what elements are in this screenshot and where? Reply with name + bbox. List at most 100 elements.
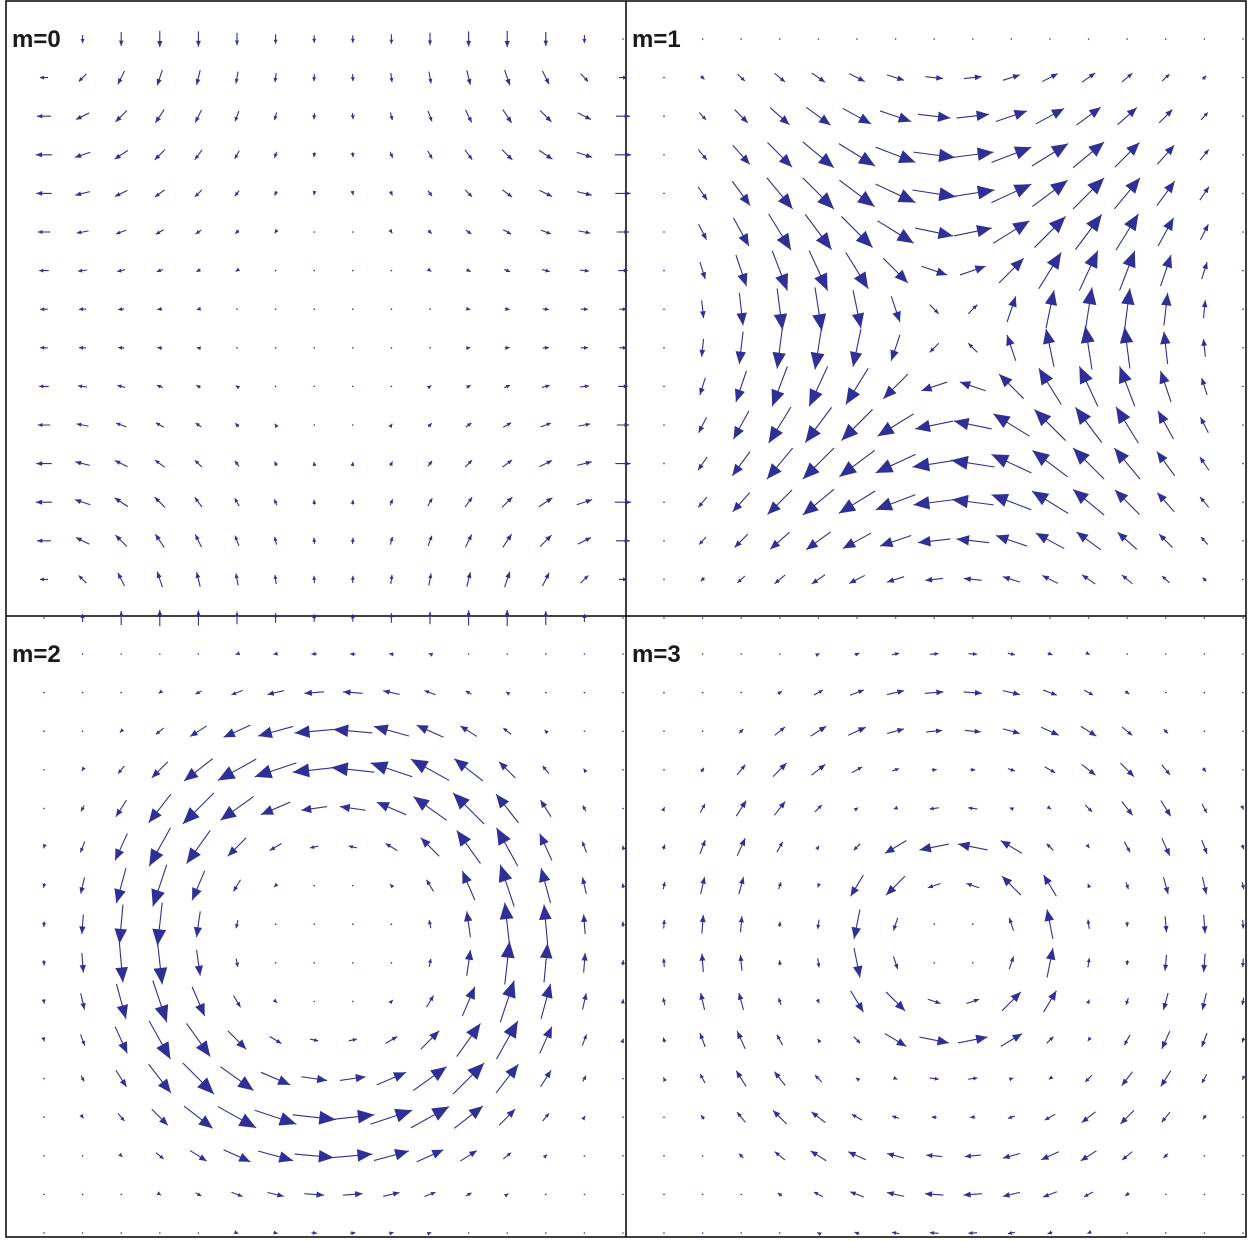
field-arrow (1200, 112, 1209, 121)
field-arrow (701, 38, 704, 40)
arrow-head (312, 152, 317, 158)
field-arrow (580, 575, 589, 584)
arrow-head (622, 307, 627, 312)
arrow-head (699, 387, 705, 395)
arrow-head (544, 1070, 552, 1079)
field-arrow (41, 1036, 46, 1042)
field-arrow (333, 1149, 373, 1162)
arrow-head (1161, 292, 1172, 306)
arrow-head (929, 806, 934, 811)
field-arrow (970, 1115, 976, 1120)
field-arrow (390, 385, 393, 388)
arrow-head (426, 267, 432, 272)
field-dot (663, 691, 665, 694)
field-arrow (274, 923, 277, 925)
field-arrow (853, 1036, 861, 1044)
arrow-head (700, 1074, 704, 1079)
arrow-head (42, 922, 47, 927)
field-arrow (114, 1026, 128, 1054)
arrow-head (1163, 729, 1168, 734)
field-arrow (151, 761, 169, 779)
arrow-head (312, 614, 317, 619)
field-arrow (737, 992, 745, 1011)
arrow-head (466, 230, 472, 235)
arrow-head (964, 1153, 972, 1159)
field-arrow (815, 998, 820, 1004)
field-arrow (350, 73, 355, 82)
arrow-head (543, 611, 549, 617)
arrow-head (737, 1031, 744, 1040)
field-arrow (352, 1000, 354, 1003)
field-arrow (383, 1191, 400, 1197)
field-arrow (311, 651, 317, 656)
arrow-head (1163, 1153, 1168, 1158)
field-arrow (257, 1150, 294, 1163)
arrow-head (544, 307, 549, 312)
field-arrow (312, 537, 317, 544)
arrow-head (976, 110, 990, 121)
arrow-head (427, 423, 432, 428)
field-arrow (1072, 447, 1105, 480)
arrow-head (234, 535, 239, 541)
arrow-head (74, 152, 82, 158)
field-arrow (972, 617, 974, 619)
field-arrow (389, 613, 394, 623)
field-arrow (195, 422, 202, 428)
field-arrow (1162, 992, 1169, 1011)
field-arrow (499, 980, 516, 1023)
arrow-head (373, 724, 389, 736)
field-arrow (1081, 72, 1096, 83)
arrow-head (1156, 451, 1168, 464)
field-arrow (1163, 1153, 1169, 1159)
field-arrow (389, 499, 394, 506)
arrow-head (776, 1034, 781, 1040)
field-arrow (352, 308, 354, 311)
field-arrow (156, 571, 163, 588)
arrow-head (855, 1077, 861, 1082)
arrow-head (817, 1232, 822, 1236)
arrow-head (1164, 145, 1175, 156)
arrow-head (1032, 450, 1050, 467)
arrow-head (1125, 922, 1130, 927)
arrow-head (389, 652, 394, 657)
arrow-head (115, 115, 122, 122)
field-arrow (892, 956, 899, 970)
field-arrow (120, 691, 122, 694)
field-dot (1242, 269, 1244, 272)
field-arrow (370, 1108, 413, 1125)
field-arrow (1124, 690, 1130, 695)
arrow-head (894, 768, 900, 772)
panel-label-bg (629, 21, 697, 51)
field-arrow (350, 152, 355, 158)
field-arrow (614, 152, 632, 158)
panel-label: m=3 (632, 641, 681, 668)
field-arrow (774, 574, 786, 585)
field-arrow (118, 32, 124, 46)
field-arrow (464, 497, 473, 508)
arrow-head (737, 272, 748, 287)
field-arrow (331, 1109, 375, 1124)
field-arrow (43, 1077, 45, 1080)
field-arrow (875, 494, 916, 511)
arrow-head (539, 904, 552, 921)
arrow-head (856, 1039, 861, 1044)
field-arrow (1080, 325, 1095, 370)
field-arrow (81, 766, 86, 772)
arrow-head (118, 769, 123, 774)
field-arrow (699, 839, 706, 855)
field-arrow (773, 288, 788, 331)
field-arrow (1044, 1113, 1056, 1121)
arrow-head (193, 926, 203, 938)
field-arrow (998, 257, 1025, 284)
field-arrow (1008, 1077, 1014, 1082)
field-arrow (503, 1152, 512, 1160)
arrow-head (504, 40, 510, 48)
field-dot (663, 347, 665, 349)
field-arrow (1201, 953, 1208, 973)
arrow-head (1009, 956, 1014, 962)
field-arrow (254, 1109, 297, 1126)
arrow-head (818, 114, 831, 126)
field-arrow (576, 499, 593, 506)
arrow-head (499, 902, 514, 920)
field-arrow (195, 229, 202, 235)
